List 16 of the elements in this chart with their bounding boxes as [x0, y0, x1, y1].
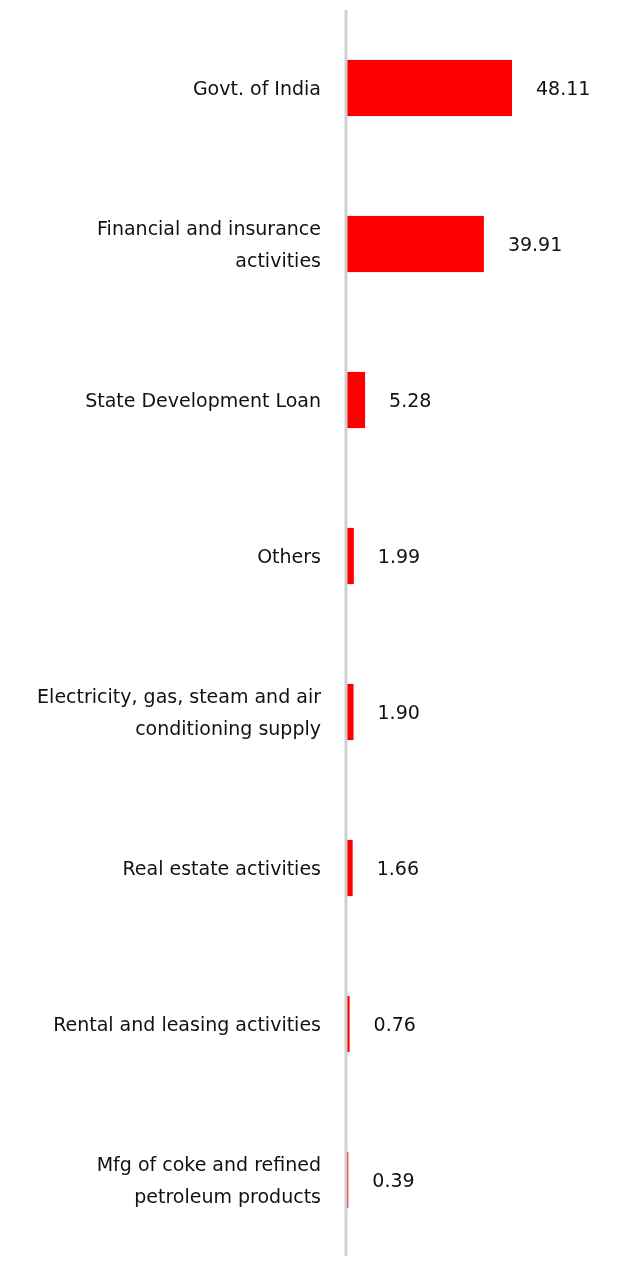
y-tick-label: Electricity, gas, steam and air conditioning supply	[37, 684, 322, 739]
data-label: 5.28	[389, 388, 432, 411]
y-tick-label: Real estate activities	[122, 856, 321, 879]
y-tick-label: Rental and leasing activities	[53, 1012, 321, 1035]
data-label: 1.99	[377, 544, 421, 567]
data-label: 1.90	[377, 700, 420, 723]
data-label: 48.11	[536, 76, 591, 99]
data-label: 1.66	[376, 856, 420, 879]
y-tick-label: Govt. of India	[192, 76, 321, 99]
y-tick-label: Mfg of coke and refined petroleum products	[96, 1152, 321, 1207]
y-tick-label: State Development Loan	[85, 388, 321, 411]
y-tick-label: Others	[257, 544, 321, 567]
data-label: 39.91	[507, 232, 563, 255]
data-label: 0.76	[373, 1012, 416, 1035]
data-label: 0.39	[372, 1168, 415, 1191]
y-tick-label: Financial and insurance activities	[97, 216, 321, 271]
